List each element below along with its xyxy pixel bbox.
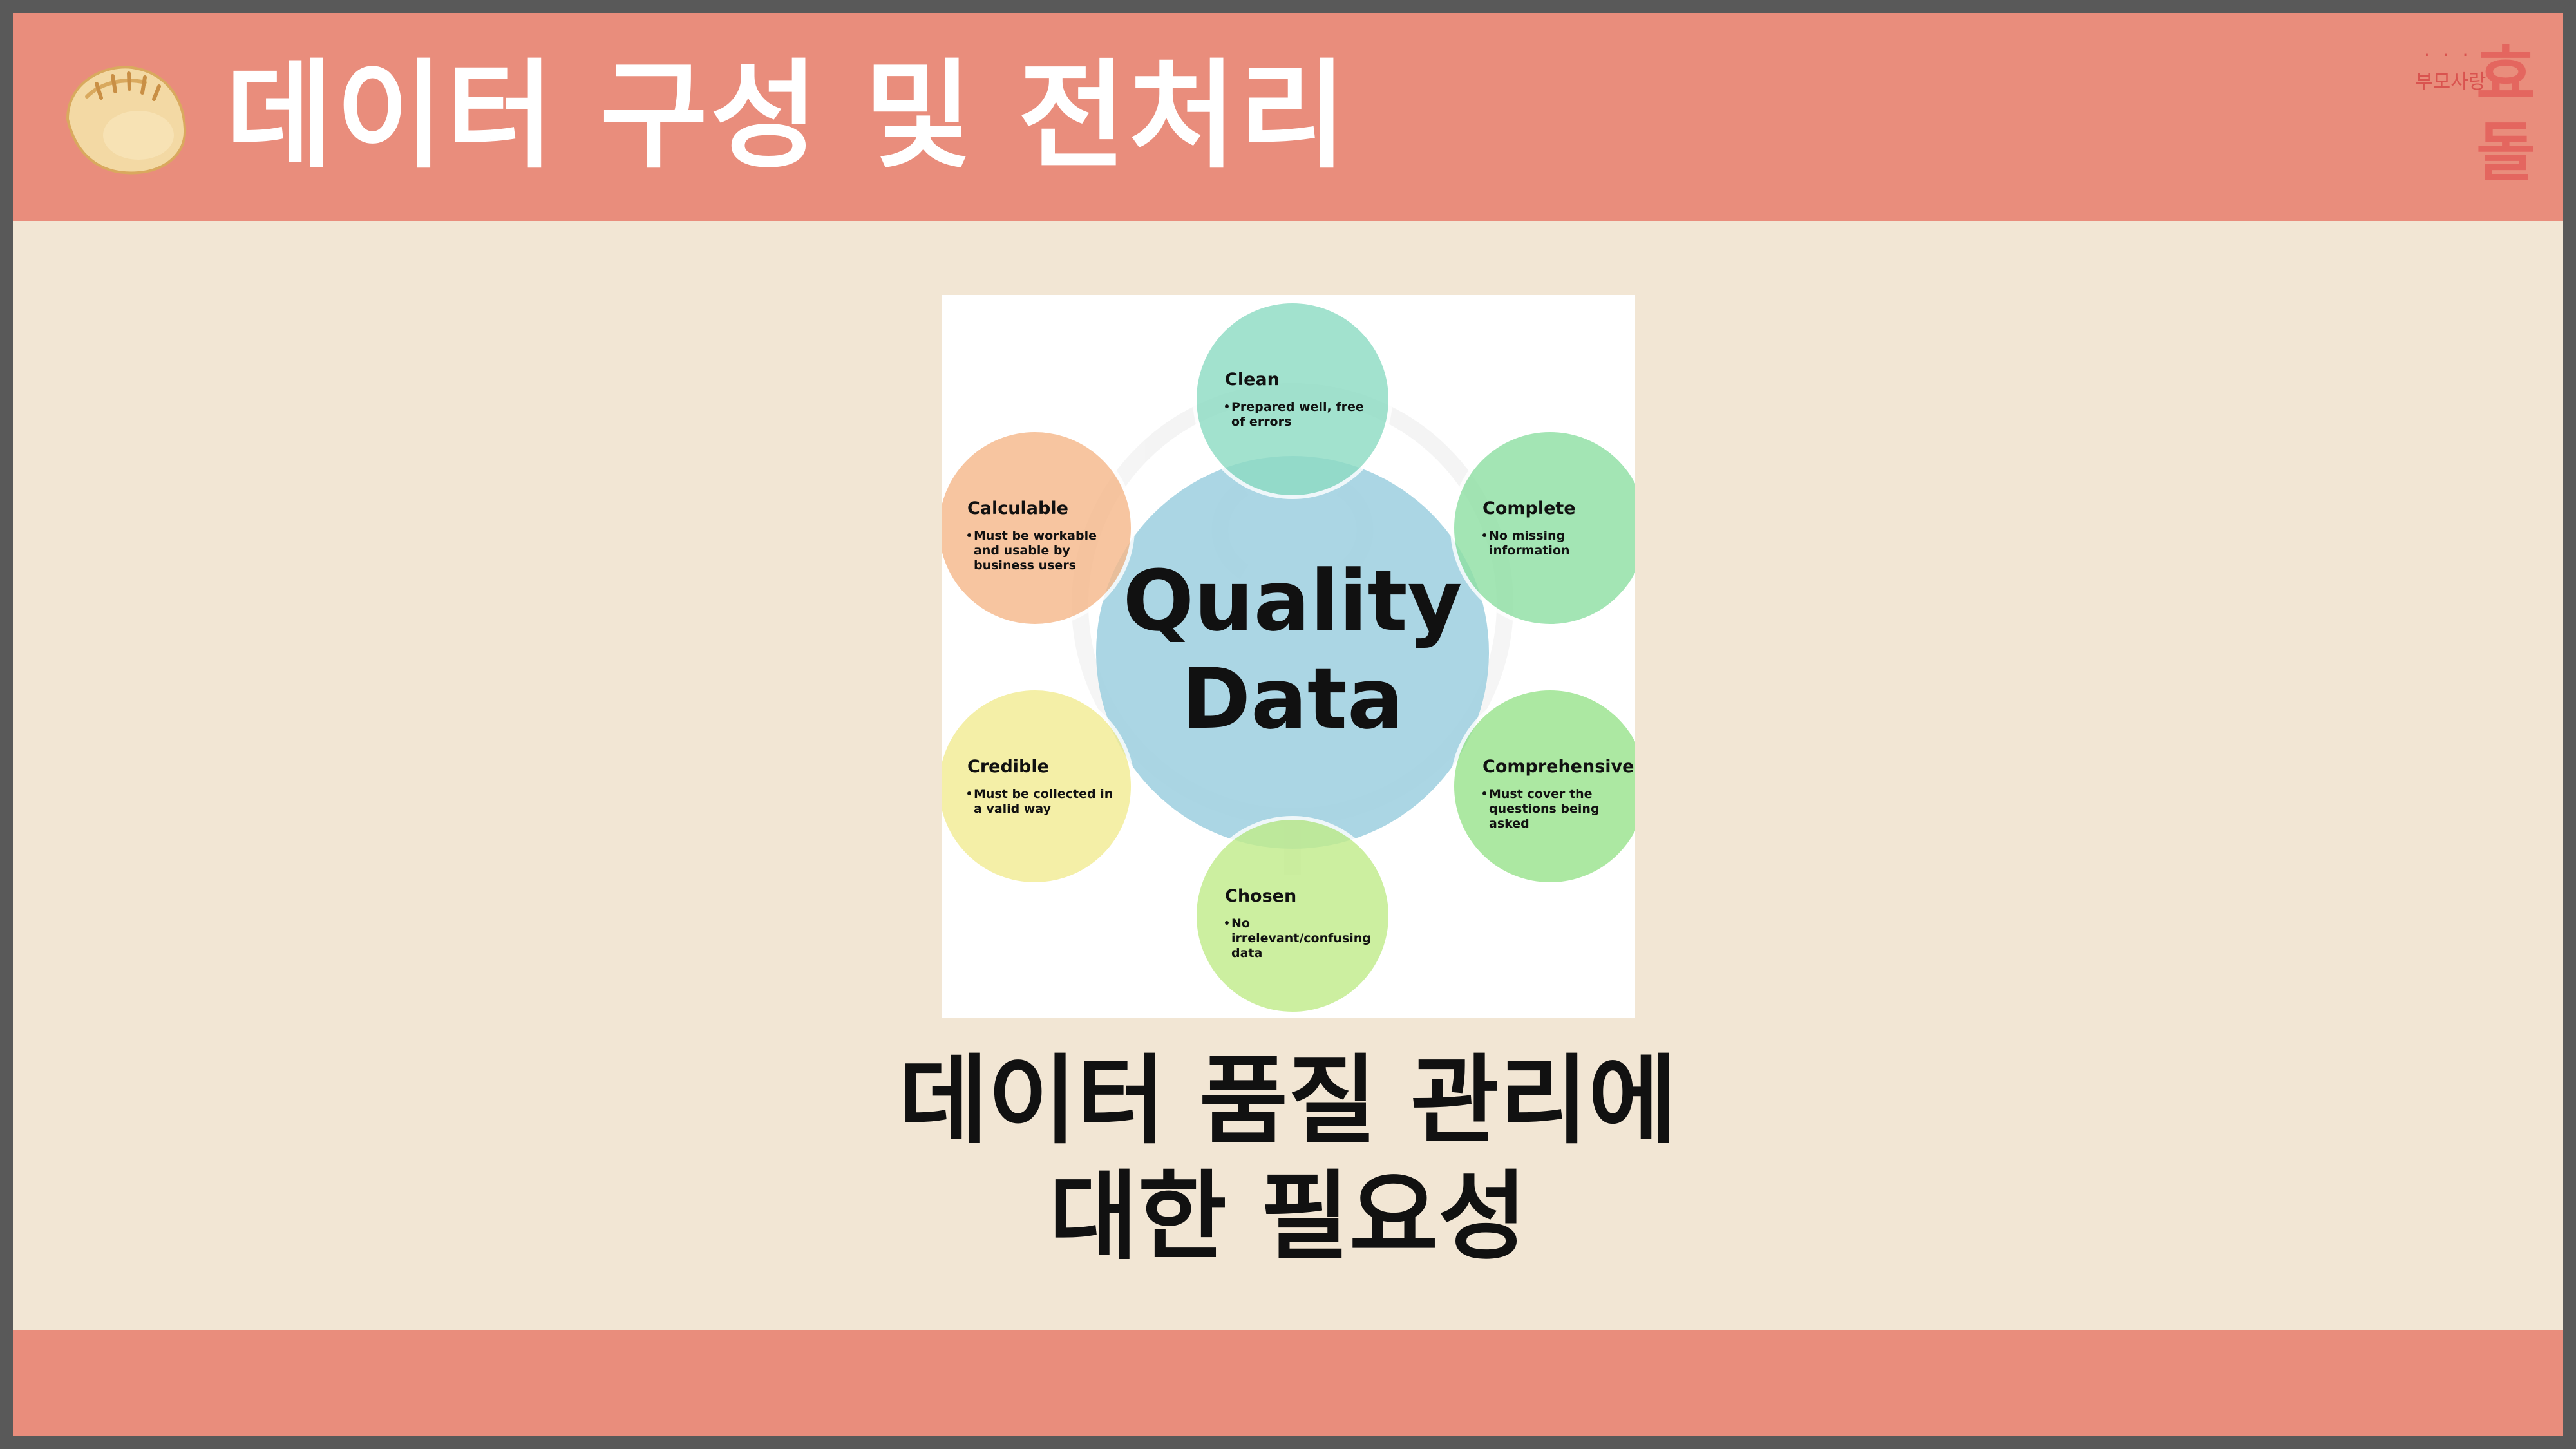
node-desc-line: Prepared well, free — [1231, 400, 1364, 414]
node-desc-line: No — [1231, 916, 1250, 931]
caption-line2: 대한 필요성 — [1048, 1161, 1528, 1273]
node-desc-line: No missing — [1489, 529, 1565, 543]
bullet-icon — [1482, 533, 1486, 537]
node-circle — [1193, 816, 1392, 1016]
node-desc-line: Must be collected in — [974, 787, 1113, 801]
logo-big-text: 효돌 — [2476, 37, 2535, 190]
quality-data-diagram: Clean Prepared well, free of errors Complet… — [942, 295, 1635, 1018]
node-desc-line: questions being — [1489, 802, 1600, 816]
node-circle — [942, 428, 1135, 628]
node-circle — [942, 687, 1135, 886]
node-circle — [1450, 428, 1635, 628]
node-desc-line: irrelevant/confusing — [1231, 931, 1371, 945]
center-label-line1: Quality — [1123, 552, 1463, 650]
footer-bar — [13, 1330, 2563, 1436]
bullet-icon — [967, 791, 971, 795]
node-credible: Credible Must be collected ina valid way — [942, 687, 1135, 886]
node-desc-line: and usable by — [974, 544, 1070, 558]
bullet-icon — [1225, 921, 1229, 925]
bullet-icon — [967, 533, 971, 537]
slide: 데이터 구성 및 전처리 · · · · 부모사랑 효돌 Clean Prepar… — [13, 13, 2563, 1436]
node-circle — [1450, 687, 1635, 886]
node-title: Chosen — [1225, 886, 1296, 906]
node-desc-line: a valid way — [974, 802, 1052, 816]
center-label-line2: Data — [1181, 650, 1404, 748]
node-desc-line: Must be workable — [974, 529, 1097, 543]
node-title: Clean — [1225, 370, 1280, 390]
node-desc-line: Must cover the — [1489, 787, 1593, 801]
node-title: Comprehensive — [1482, 757, 1634, 777]
logo-dots: · · · · — [2424, 44, 2492, 66]
node-desc-line: data — [1231, 946, 1262, 960]
node-desc-line: information — [1489, 544, 1570, 558]
bullet-icon — [1482, 791, 1486, 795]
bullet-icon — [1225, 404, 1229, 408]
page-title: 데이터 구성 및 전처리 — [225, 48, 1350, 184]
caption-line1: 데이터 품질 관리에 — [898, 1045, 1678, 1157]
caption: 데이터 품질 관리에 대한 필요성 — [657, 1043, 1919, 1275]
header-bar: 데이터 구성 및 전처리 · · · · 부모사랑 효돌 — [13, 13, 2563, 221]
brand-logo: · · · · 부모사랑 효돌 — [2396, 27, 2557, 190]
node-desc-line: business users — [974, 558, 1076, 573]
node-title: Calculable — [967, 498, 1068, 518]
node-title: Credible — [967, 757, 1049, 777]
center-circle — [1096, 456, 1489, 849]
node-title: Complete — [1482, 498, 1576, 518]
dumpling-icon — [66, 66, 187, 175]
node-desc-line: of errors — [1231, 415, 1291, 429]
node-circle — [1193, 299, 1392, 499]
logo-small-text: 부모사랑 — [2415, 71, 2486, 93]
node-desc-line: asked — [1489, 817, 1530, 831]
